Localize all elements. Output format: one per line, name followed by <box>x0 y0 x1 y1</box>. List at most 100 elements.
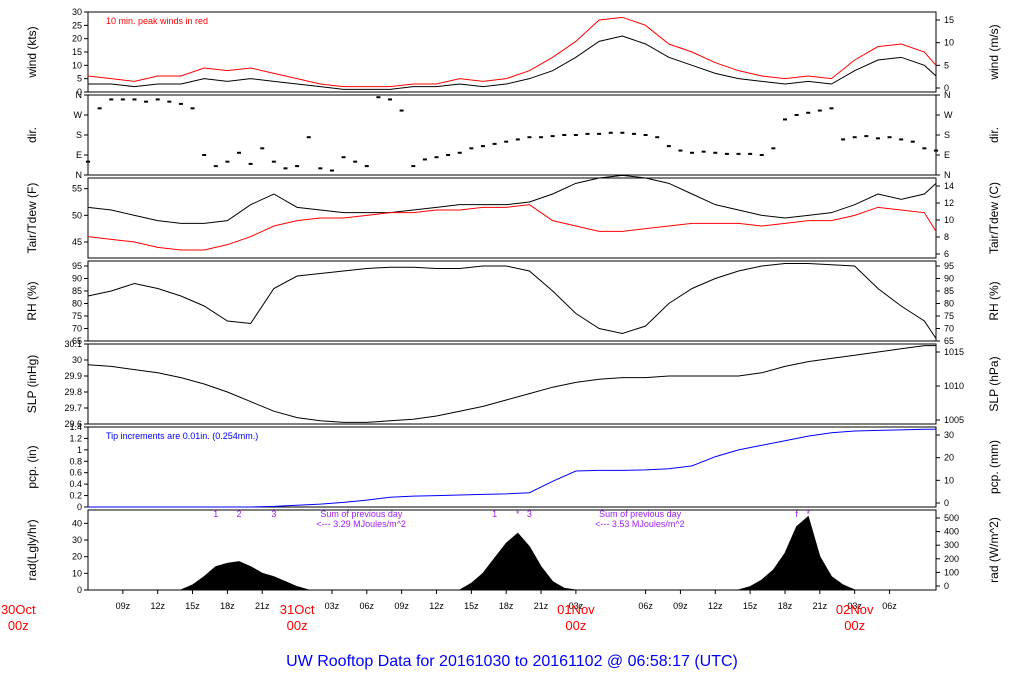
y-tick-label: N <box>76 90 83 100</box>
x-tick-label: 06z <box>882 601 897 611</box>
day-label: 30Oct <box>1 602 36 617</box>
x-tick-label: 15z <box>743 601 758 611</box>
y-tick-label-right: 6 <box>944 249 949 259</box>
direction-point <box>817 109 822 112</box>
figure-title: UW Rooftop Data for 20161030 to 20161102… <box>286 653 738 670</box>
y-tick-label-right: 65 <box>944 336 954 346</box>
direction-point <box>655 136 660 139</box>
y-tick-label-right: S <box>944 130 950 140</box>
panel-frame <box>87 343 937 425</box>
direction-point <box>643 134 648 136</box>
direction-point <box>748 152 753 155</box>
direction-point <box>771 147 776 150</box>
day-sublabel: 00z <box>287 618 308 633</box>
y-tick-label: 5 <box>77 74 82 84</box>
y-tick-label-right: 200 <box>944 554 959 564</box>
direction-point <box>678 149 683 152</box>
y-tick-label: S <box>76 130 82 140</box>
y-tick-label: 75 <box>72 311 82 321</box>
radiation-annotation: Sum of previous day <box>320 509 403 519</box>
x-tick-label: 21z <box>534 601 549 611</box>
y-tick-label: 29.6 <box>64 419 82 429</box>
x-tick-label: 03z <box>847 601 862 611</box>
y-tick-label-right: 0 <box>944 83 949 93</box>
direction-point <box>515 138 520 141</box>
y-tick-label: 1 <box>77 445 82 455</box>
direction-point <box>376 96 381 99</box>
y-tick-label-right: 0 <box>944 498 949 508</box>
panel-temperature: 45 50 55 6 8 10 12 14 Tair/Tdew (F) Tair/Tdew (C) <box>25 174 1001 259</box>
direction-point <box>97 107 102 110</box>
radiation-annotation: <--- 3.29 MJoules/m^2 <box>316 519 406 529</box>
x-tick-label: 15z <box>185 601 200 611</box>
series-line <box>87 345 936 423</box>
y-tick-label: 55 <box>72 184 82 194</box>
series-line <box>87 263 937 339</box>
direction-point <box>109 98 114 101</box>
x-tick-label: 03z <box>569 601 584 611</box>
y-tick-label: 0.6 <box>69 468 82 478</box>
radiation-area <box>180 561 309 591</box>
direction-point <box>829 107 834 110</box>
day-label: 01Nov <box>557 602 595 617</box>
direction-point <box>457 151 462 154</box>
radiation-annotation: Sum of previous day <box>599 509 682 519</box>
y-tick-label: 0 <box>77 585 82 595</box>
panel-annotation: Tip increments are 0.01in. (0.254mm.) <box>106 431 258 441</box>
y-tick-label-right: 1005 <box>944 415 964 425</box>
y-axis-label: dir. <box>25 127 39 143</box>
y-tick-label-right: E <box>944 150 950 160</box>
y-tick-label: 10 <box>72 568 82 578</box>
y-tick-label: W <box>74 110 83 120</box>
y-tick-label: 30 <box>72 535 82 545</box>
panel-wind: 0 5 10 15 20 25 30 0 5 10 15 wind (kts) wind (m/s) 10… <box>25 7 1001 97</box>
x-tick-label: 18z <box>499 601 514 611</box>
y-axis-label: RH (%) <box>25 281 39 320</box>
direction-point <box>759 154 764 156</box>
direction-point <box>318 167 323 170</box>
direction-point <box>736 152 741 155</box>
y-tick-label-right: 10 <box>944 475 954 485</box>
y-tick-label: 30 <box>72 7 82 17</box>
direction-point <box>202 154 207 156</box>
direction-point <box>388 98 393 101</box>
y-axis-label-right: dir. <box>987 127 1001 143</box>
y-tick-label-right: 10 <box>944 215 954 225</box>
direction-point <box>341 156 346 159</box>
radiation-marker: * <box>806 509 810 519</box>
direction-point <box>155 98 160 101</box>
direction-point <box>86 160 90 163</box>
y-axis-label-right: RH (%) <box>987 281 1001 320</box>
day-label: 02Nov <box>836 602 874 617</box>
x-tick-label: 03z <box>325 601 340 611</box>
y-tick-label: 10 <box>72 60 82 70</box>
x-tick-label: 09z <box>394 601 409 611</box>
y-tick-label-right: 1015 <box>944 347 964 357</box>
radiation-marker: 2 <box>237 509 242 519</box>
direction-point <box>573 134 578 136</box>
direction-point <box>852 136 857 139</box>
direction-point <box>132 98 137 101</box>
direction-point <box>782 118 787 121</box>
direction-point <box>225 160 230 163</box>
direction-point <box>504 140 509 143</box>
direction-point <box>597 132 602 135</box>
y-tick-label: 40 <box>72 518 82 528</box>
y-tick-label-right: 80 <box>944 299 954 309</box>
y-tick-label: E <box>76 150 82 160</box>
x-tick-label: 12z <box>708 601 723 611</box>
y-axis-label: pcp. (in) <box>25 445 39 488</box>
direction-point <box>480 145 485 148</box>
direction-point <box>422 158 427 161</box>
direction-point <box>353 160 358 163</box>
x-tick-label: 06z <box>638 601 653 611</box>
x-tick-label: 15z <box>464 601 479 611</box>
direction-point <box>283 167 288 170</box>
y-tick-label: 50 <box>72 210 82 220</box>
direction-point <box>213 165 218 168</box>
radiation-area <box>738 515 855 591</box>
y-tick-label: N <box>76 170 83 180</box>
radiation-area <box>457 532 576 591</box>
